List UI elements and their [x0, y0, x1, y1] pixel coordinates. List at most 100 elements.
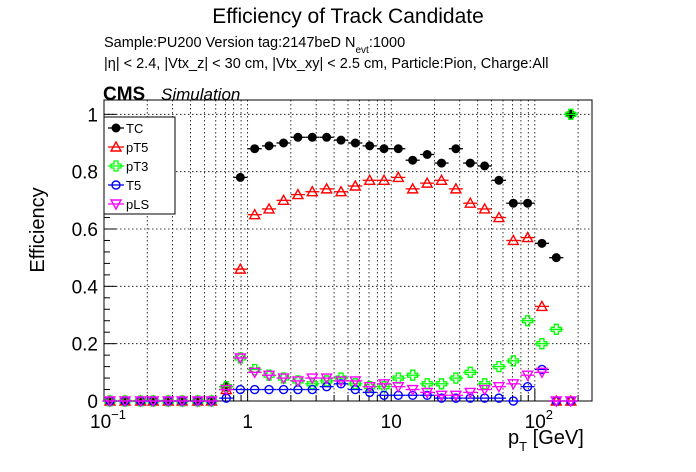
- simulation-label: Simulation: [161, 85, 240, 104]
- series-pt5-point: [421, 176, 434, 188]
- series-pt3-point: [550, 323, 562, 335]
- series-tc-point: [393, 144, 403, 154]
- legend-label-t5: T5: [126, 178, 141, 193]
- series-pt5-point: [306, 185, 319, 197]
- series-tc-point: [293, 132, 303, 142]
- series-pt5-point: [406, 182, 419, 194]
- series-t5-point: [407, 390, 418, 400]
- series-tc-point: [437, 158, 447, 168]
- series-tc-point: [551, 253, 561, 263]
- series-pt3-point: [104, 395, 116, 407]
- series-pt3-point: [192, 395, 204, 407]
- series-pls-point: [291, 376, 305, 388]
- series-t5-point: [364, 387, 375, 398]
- series-pt5-point: [507, 234, 520, 246]
- series-pls-point: [449, 390, 463, 402]
- series-pt3-point: [147, 395, 159, 407]
- series-pt3-point: [450, 372, 462, 384]
- series-pls-point: [146, 396, 160, 408]
- series-tc-point: [322, 132, 332, 142]
- series-pls-point: [349, 376, 362, 388]
- series-pls-point: [248, 367, 261, 379]
- series-pt5-point: [449, 182, 463, 194]
- series-pls-point: [478, 384, 491, 396]
- series-pt5-point: [291, 188, 305, 200]
- x-tick-label-exponent: −1: [111, 407, 126, 422]
- series-pt3-point: [205, 395, 218, 407]
- series-pls-point: [550, 396, 563, 408]
- series-pt5-point: [435, 173, 448, 185]
- series-t5-point: [278, 384, 289, 395]
- series-pls-point: [521, 370, 534, 382]
- series-pt5-point: [478, 202, 491, 214]
- legend-marker-pt5: [109, 140, 123, 152]
- series-t5-point: [522, 381, 533, 392]
- series-pt5-point: [492, 211, 506, 223]
- series-pls-point: [464, 387, 477, 399]
- series-pt3-point: [135, 395, 147, 407]
- subtitle-line1-text: Sample:PU200 Version tag:2147beD N: [104, 35, 356, 51]
- series-pt5-point: [392, 170, 405, 183]
- series-pls-point: [334, 376, 348, 388]
- x-axis-label-p: p: [508, 427, 519, 449]
- legend-label-pt5: pT5: [126, 140, 148, 155]
- cms-label: CMS: [103, 84, 145, 105]
- series-pls-point: [175, 396, 189, 408]
- series-t5-point: [465, 393, 475, 403]
- series-pt3-point: [306, 378, 318, 390]
- x-tick-label-base: 10: [90, 412, 111, 433]
- series-tc-point: [235, 172, 245, 182]
- series-pt3-point: [478, 378, 491, 390]
- series-tc-point: [422, 149, 432, 159]
- y-tick-label: 1: [87, 105, 98, 126]
- series-pt5-point: [277, 193, 290, 206]
- series-pls-point: [507, 379, 520, 391]
- series-pt5-point: [521, 231, 534, 243]
- legend-label-pls: pLS: [126, 197, 149, 212]
- series-pt3-point: [522, 315, 534, 327]
- series-pt5-point: [377, 173, 391, 185]
- series-pt5-point: [334, 185, 348, 197]
- series-t5-point: [494, 393, 504, 403]
- series-pt3-point: [234, 352, 246, 364]
- series-pls-point: [162, 396, 175, 408]
- series-t5-point: [422, 390, 432, 400]
- y-tick-label: 0.8: [72, 163, 98, 184]
- series-pls: [102, 353, 578, 408]
- series-tc-point: [451, 144, 461, 154]
- series-pt3-point: [119, 395, 131, 407]
- series-tc-point: [465, 158, 475, 168]
- legend-marker-tc: [111, 123, 121, 133]
- series-pt3-point: [277, 372, 290, 384]
- series-t5-point: [508, 396, 519, 406]
- series-pt3-point: [493, 360, 505, 373]
- chart-subtitle-line1: Sample:PU200 Version tag:2147beD Nevt:10…: [104, 35, 405, 56]
- series-pt3-point: [536, 338, 548, 350]
- y-tick-label: 0.6: [72, 220, 98, 241]
- series-pls-point: [492, 381, 506, 394]
- series-tc-point: [365, 141, 375, 151]
- series-pls-point: [535, 367, 549, 379]
- series-tc-point: [408, 155, 418, 165]
- y-tick-label: 0.4: [72, 277, 99, 298]
- x-tick-label-exponent: 2: [546, 407, 553, 422]
- series-pt5-point: [464, 196, 477, 208]
- series-t5-point: [379, 390, 389, 400]
- series-t5-point: [336, 379, 346, 389]
- series-pt5-point: [349, 179, 362, 191]
- series-pt5-point: [320, 182, 333, 194]
- series-tc-point: [250, 144, 260, 154]
- series-pls-point: [262, 370, 276, 382]
- series-pls-point: [564, 396, 578, 408]
- x-axis-label-unit: [GeV]: [527, 427, 584, 449]
- series-t5-point: [249, 384, 260, 395]
- x-tick-label: 102: [525, 407, 553, 433]
- series-pt3-point: [464, 366, 476, 378]
- series-pls-point: [435, 390, 448, 402]
- x-tick-label-base: 1: [242, 412, 253, 433]
- series-pls-point: [205, 396, 218, 408]
- series-pls-point: [363, 381, 376, 394]
- series-tc: [102, 109, 578, 406]
